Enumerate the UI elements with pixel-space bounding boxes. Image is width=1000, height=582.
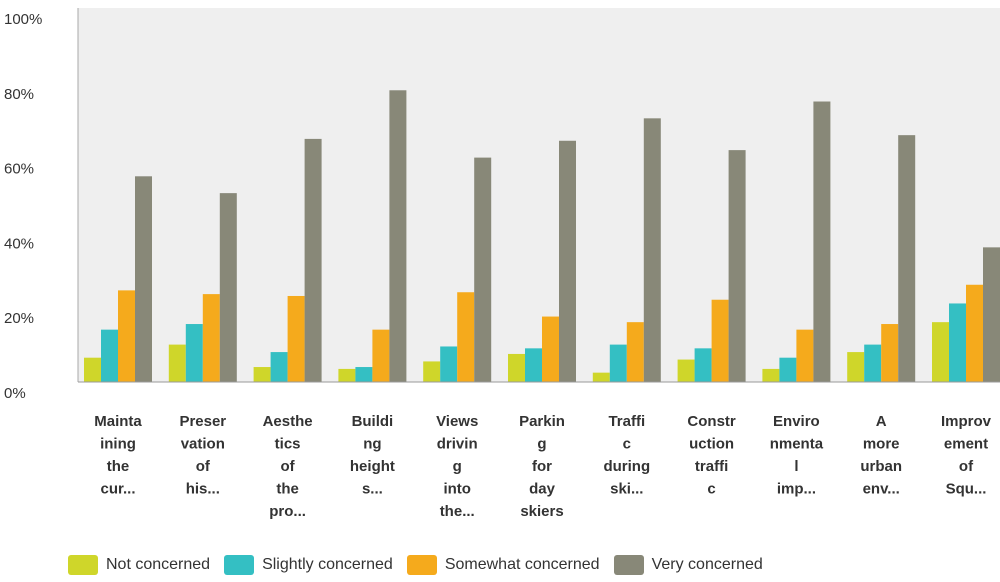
y-tick-label: 80%	[4, 86, 34, 103]
bar-somewhat-concerned[interactable]	[118, 290, 135, 382]
bar-not-concerned[interactable]	[508, 353, 525, 382]
x-category-label: Improv ement of Squ...	[941, 413, 992, 498]
bar-very-concerned[interactable]	[219, 193, 237, 382]
bar-somewhat-concerned[interactable]	[796, 329, 814, 382]
bar-somewhat-concerned[interactable]	[626, 322, 644, 382]
legend-label: Not concerned	[106, 556, 211, 573]
bar-not-concerned[interactable]	[592, 372, 610, 382]
x-category-label: Parkin g for day skiers	[519, 413, 565, 520]
bars	[84, 90, 1000, 382]
bar-very-concerned[interactable]	[389, 90, 407, 382]
bar-not-concerned[interactable]	[338, 368, 356, 382]
bar-not-concerned[interactable]	[762, 368, 780, 382]
bar-not-concerned[interactable]	[847, 352, 865, 382]
legend-label: Somewhat concerned	[444, 556, 600, 573]
bar-slightly-concerned[interactable]	[609, 344, 627, 382]
bar-very-concerned[interactable]	[304, 138, 322, 382]
bar-slightly-concerned[interactable]	[949, 303, 966, 382]
bar-not-concerned[interactable]	[84, 357, 101, 382]
x-category-label: Views drivin g into the...	[436, 413, 478, 520]
bar-very-concerned[interactable]	[474, 157, 492, 382]
x-category-label: Constr uction traffi c	[687, 413, 735, 498]
bar-not-concerned[interactable]	[168, 344, 186, 382]
y-tick-label: 100%	[4, 11, 42, 28]
bar-somewhat-concerned[interactable]	[372, 329, 390, 382]
bar-slightly-concerned[interactable]	[864, 344, 882, 382]
bar-somewhat-concerned[interactable]	[542, 316, 559, 382]
y-tick-label: 60%	[4, 161, 34, 178]
x-category-label: Buildi ng height s...	[350, 413, 395, 498]
bar-somewhat-concerned[interactable]	[202, 294, 220, 382]
legend-label: Slightly concerned	[262, 556, 393, 573]
legend-swatch	[406, 555, 437, 575]
x-category-label: Traffi c during ski...	[603, 413, 650, 498]
legend: Not concerned Slightly concerned Somewha…	[68, 555, 777, 575]
bar-slightly-concerned[interactable]	[101, 329, 118, 382]
bar-slightly-concerned[interactable]	[270, 352, 288, 382]
bar-very-concerned[interactable]	[813, 101, 831, 383]
x-category-label: Aesthe tics of the pro...	[263, 413, 313, 520]
bar-very-concerned[interactable]	[559, 140, 576, 382]
bar-not-concerned[interactable]	[677, 359, 695, 382]
bar-very-concerned[interactable]	[643, 118, 661, 382]
bar-somewhat-concerned[interactable]	[457, 292, 475, 382]
legend-item-somewhat-concerned[interactable]: Somewhat concerned	[406, 555, 600, 575]
legend-swatch	[224, 555, 255, 575]
bar-not-concerned[interactable]	[932, 322, 949, 382]
y-tick-label: 40%	[4, 235, 34, 252]
bar-somewhat-concerned[interactable]	[966, 284, 983, 382]
bar-slightly-concerned[interactable]	[440, 346, 458, 382]
bar-very-concerned[interactable]	[135, 176, 152, 382]
bar-not-concerned[interactable]	[423, 361, 441, 382]
legend-item-very-concerned[interactable]: Very concerned	[613, 555, 763, 575]
bar-slightly-concerned[interactable]	[355, 367, 373, 382]
bar-somewhat-concerned[interactable]	[711, 299, 729, 382]
bar-slightly-concerned[interactable]	[779, 357, 797, 382]
bar-somewhat-concerned[interactable]	[287, 295, 305, 382]
bar-slightly-concerned[interactable]	[185, 324, 203, 382]
legend-swatch	[613, 555, 644, 575]
x-category-label: Enviro nmenta l imp...	[770, 413, 824, 498]
bar-somewhat-concerned[interactable]	[881, 324, 899, 382]
legend-item-slightly-concerned[interactable]: Slightly concerned	[224, 555, 393, 575]
bar-slightly-concerned[interactable]	[525, 348, 542, 382]
y-axis-ticks: 100% 80% 60% 40% 20% 0%	[4, 11, 42, 402]
legend-swatch	[68, 555, 98, 575]
bar-very-concerned[interactable]	[898, 135, 916, 382]
bar-not-concerned[interactable]	[253, 367, 271, 382]
legend-item-not-concerned[interactable]: Not concerned	[68, 555, 210, 575]
x-axis-categories: Mainta ining the cur... Preser vation of his...…	[94, 413, 991, 520]
legend-label: Very concerned	[651, 556, 763, 573]
y-tick-label: 20%	[4, 310, 34, 327]
x-category-label: Preser vation of his...	[179, 413, 226, 498]
bar-very-concerned[interactable]	[728, 150, 746, 382]
bar-slightly-concerned[interactable]	[694, 348, 712, 382]
x-category-label: Mainta ining the cur...	[94, 413, 142, 498]
y-tick-label: 0%	[4, 385, 26, 402]
bar-very-concerned[interactable]	[983, 247, 1000, 382]
